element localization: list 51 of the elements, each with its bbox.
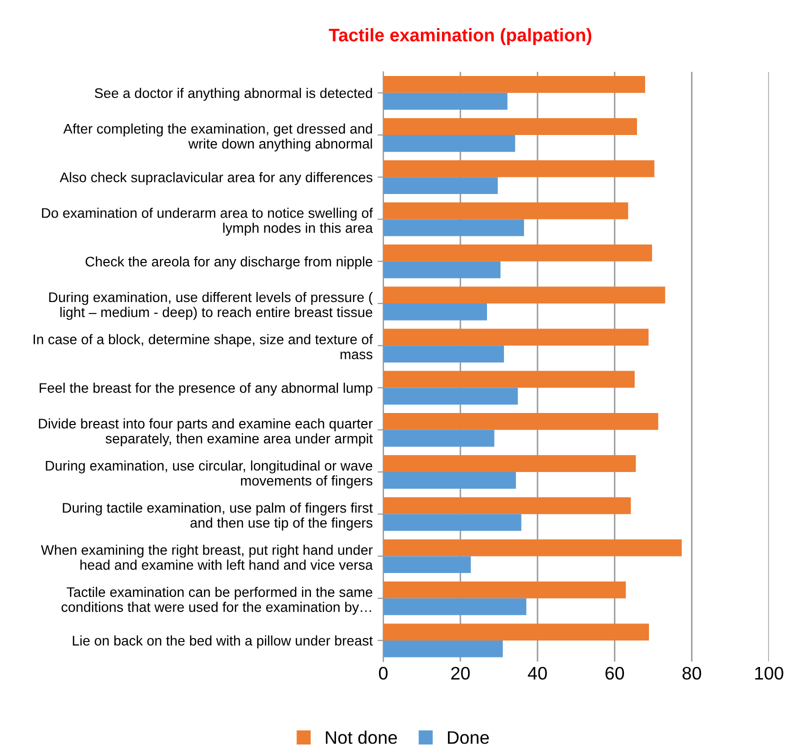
bar xyxy=(383,430,494,447)
y-tick-label: When examining the right breast, put right hand under head and examine with left hand and vice versa xyxy=(40,544,373,570)
x-tick-label: 0 xyxy=(378,666,388,680)
y-tick-label: Also check supraclavicular area for any differences xyxy=(60,172,372,186)
bar xyxy=(383,472,516,489)
bar xyxy=(383,160,654,178)
bar xyxy=(383,388,518,405)
bar xyxy=(383,202,628,220)
legend-label: Not done xyxy=(326,730,397,744)
y-tick-label: Do examination of underarm area to notice swelling of lymph nodes in this area xyxy=(42,208,373,236)
bar xyxy=(383,92,508,110)
bar xyxy=(383,624,649,640)
x-tick-label: 20 xyxy=(451,666,470,680)
y-tick-label: During examination, use different levels of pressure ( light – medium - deep) to reach entire breast tissue xyxy=(49,292,373,320)
bar xyxy=(383,76,646,93)
y-tick-label: During tactile examination, use palm of fingers first and then use tip of the fingers xyxy=(62,502,373,530)
x-tick-label: 100 xyxy=(755,666,784,680)
bar xyxy=(383,514,522,531)
bar xyxy=(383,328,649,346)
bar xyxy=(383,135,516,152)
bar xyxy=(383,581,626,598)
y-tick-label: In case of a block, determine shape, size and texture of mass xyxy=(34,334,373,360)
bar xyxy=(383,455,636,472)
y-tick-label: Divide breast into four parts and examine each quarter separately, then examine area under armpit xyxy=(38,418,373,446)
bar xyxy=(383,303,488,320)
x-tick-label: 40 xyxy=(528,666,547,680)
bar xyxy=(383,497,631,514)
bar xyxy=(383,118,638,135)
bar xyxy=(383,177,498,194)
bar xyxy=(383,261,500,278)
bar xyxy=(383,640,503,658)
bar xyxy=(383,346,504,362)
x-tick-label: 80 xyxy=(682,666,702,680)
y-tick-label: See a doctor if anything abnormal is detected xyxy=(94,88,372,101)
chart-title: Tactile examination (palpation) xyxy=(328,28,592,46)
y-tick-label: Feel the breast for the presence of any abnormal lump xyxy=(40,382,372,396)
bar xyxy=(383,556,471,574)
bar xyxy=(383,598,526,616)
bar xyxy=(383,219,524,236)
legend-label: Done xyxy=(448,731,489,744)
x-tick-label: 60 xyxy=(606,666,624,680)
bar xyxy=(383,412,658,430)
y-tick-label: Lie on back on the bed with a pillow under breast xyxy=(72,635,373,648)
bar xyxy=(383,539,682,556)
y-tick-label: Check the areola for any discharge from nipple xyxy=(86,256,372,270)
bar xyxy=(383,370,635,388)
y-tick-label: During examination, use circular, longitudinal or wave movements of fingers xyxy=(46,460,372,488)
bar xyxy=(383,286,666,304)
y-tick-label: Tactile examination can be performed in the same conditions that were used for the examination by… xyxy=(62,586,372,615)
y-tick-label: After completing the examination, get dressed and write down anything abnormal xyxy=(63,123,372,152)
bar xyxy=(383,244,652,262)
